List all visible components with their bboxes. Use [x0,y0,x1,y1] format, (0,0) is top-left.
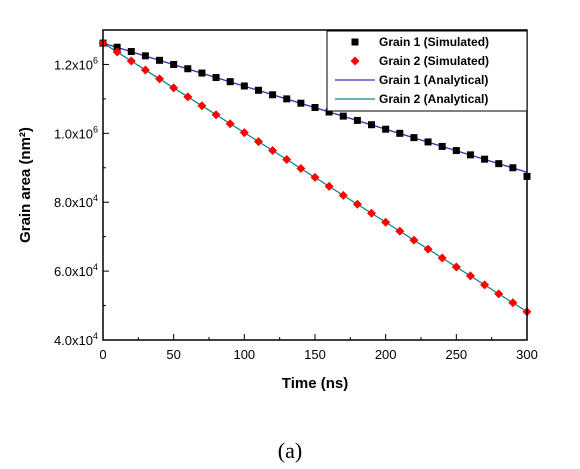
x-axis-label: Time (ns) [282,375,348,392]
y-tick-label: 8.0x104 [54,193,98,210]
grain-2-point [381,217,391,227]
legend: Grain 1 (Simulated) Grain 2 (Simulated) Gr… [326,30,528,112]
grain-1-point [353,116,361,124]
grain-1-point [509,164,517,172]
grain-2-point [324,181,334,191]
grain-2-point [268,146,278,156]
legend-label: Grain 1 (Analytical) [379,73,488,87]
y-tick-label: 6.0x104 [54,262,98,279]
grain-2-point [480,280,490,290]
grain-2-point [465,271,475,281]
grain-1-point [269,91,277,99]
legend-label: Grain 2 (Analytical) [379,92,488,106]
grain-1-point [410,134,418,142]
grain-2-point [112,47,122,57]
legend-marker-square [351,38,359,46]
grain-2-point [423,244,433,254]
grain-1-point [339,112,347,120]
grain-2-point [282,155,292,165]
grain-1-point [184,65,192,73]
grain-1-point [382,125,390,133]
grain-1-point [438,142,446,150]
grain-1-point [466,151,474,159]
grain-2-point [338,190,348,200]
legend-label: Grain 1 (Simulated) [379,35,489,49]
grain-2-point [169,83,179,93]
grain-1-point [424,138,432,146]
chart: 0 50 100 150 200 250 300 4.0x104 6.0x104 8.0x104 1… [17,29,538,392]
grain-2-point [239,128,249,138]
grain-2-point [310,172,320,182]
x-tick-label: 250 [445,347,467,362]
grain-1-point [311,104,319,111]
figure-caption: (a) [277,438,303,463]
grain-2-point [395,226,405,236]
y-tick-label: 4.0x104 [54,331,98,348]
grain-1-point [283,95,291,103]
grain-1-point [198,69,206,77]
grain-2-point [367,208,377,218]
legend-box [326,30,528,112]
ticks-layer: 0 50 100 150 200 250 300 4.0x104 6.0x104 8.0x104 1… [54,55,538,362]
x-tick-label: 50 [166,347,180,362]
grain-1-point [325,108,333,116]
grain-2-point [183,92,193,102]
grain-1-point [495,160,503,168]
grain-2-point [508,298,518,308]
y-tick-label: 1.2x106 [54,55,98,72]
grain-1-point [141,52,149,60]
legend-marker-diamond [350,56,360,66]
grain-1-point [127,48,135,56]
grain-1-point [113,43,121,51]
grain-2-point [352,199,362,209]
y-axis-label: Grain area (nm²) [17,127,34,243]
grain-1-point [240,82,248,90]
grain-2-point [126,56,136,66]
grain-2-point [437,253,447,263]
grain-2-point [155,74,165,84]
grain-2-point [253,137,263,147]
y-tick-label: 1.0x106 [54,124,98,141]
x-tick-label: 200 [375,347,397,362]
grain-2-point [451,262,461,272]
grain-2-point [494,289,504,299]
x-tick-label: 100 [233,347,255,362]
grain-2-point [225,119,235,129]
grain-1-point [452,147,460,155]
x-tick-label: 150 [304,347,326,362]
grain-1-point [297,99,305,107]
grain-1-point [212,74,220,82]
x-tick-label: 0 [99,347,106,362]
grain-2-point [197,101,207,111]
grain-1-point [226,78,234,86]
grain-1-point [368,121,376,129]
x-tick-label: 300 [516,347,538,362]
legend-label: Grain 2 (Simulated) [379,54,489,68]
grain-1-point [254,86,262,94]
grain-2-point [140,65,150,75]
grain-1-point [170,60,178,68]
grain-1-point [156,56,164,64]
grain-2-point [296,163,306,173]
grain-2-point [409,235,419,245]
grain-1-point [481,155,489,163]
grain-2-point [211,110,221,120]
grain-1-point [396,129,404,137]
